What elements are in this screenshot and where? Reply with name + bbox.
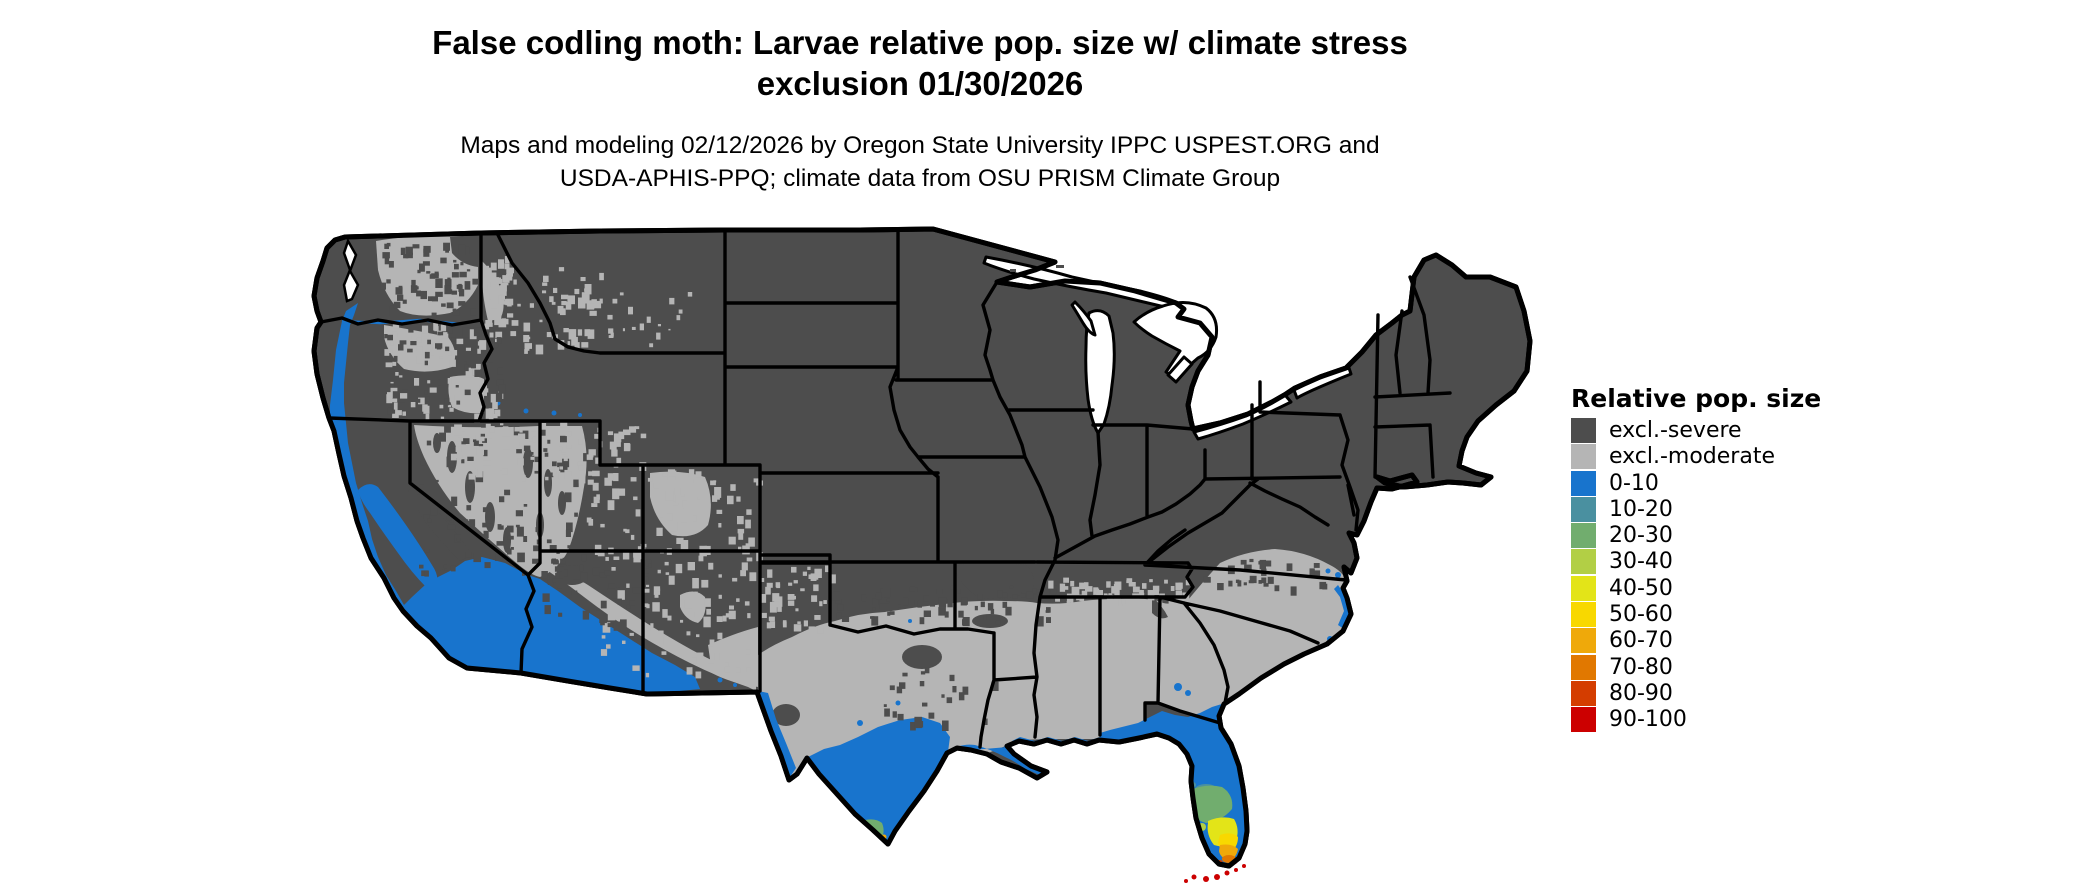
legend-item: 90-100 xyxy=(1571,707,1821,733)
map-subtitle-line1: Maps and modeling 02/12/2026 by Oregon S… xyxy=(460,132,1380,159)
us-risk-map xyxy=(300,225,1540,885)
legend-item: excl.-moderate xyxy=(1571,444,1821,470)
us-map-svg xyxy=(311,226,1533,883)
map-title-line2: exclusion 01/30/2026 xyxy=(756,65,1084,102)
legend-swatch xyxy=(1571,680,1596,706)
legend-label: 50-60 xyxy=(1609,602,1673,628)
puget-sound xyxy=(342,237,360,303)
state-borders xyxy=(319,227,1452,749)
map-subtitle-line2: USDA-APHIS-PPQ; climate data from OSU PR… xyxy=(559,165,1281,192)
legend-label: 60-70 xyxy=(1609,628,1673,654)
legend-swatch xyxy=(1571,628,1596,654)
nation-outline xyxy=(311,226,1533,869)
map-title: False codling moth: Larvae relative pop.… xyxy=(0,22,1840,104)
legend-item: 40-50 xyxy=(1571,575,1821,601)
map-legend: Relative pop. size excl.-severe excl.-mod… xyxy=(1571,386,1821,734)
legend-label: excl.-moderate xyxy=(1609,444,1775,470)
legend-item: 60-70 xyxy=(1571,628,1821,654)
saginaw-bay xyxy=(1166,355,1194,384)
legend-swatch xyxy=(1571,470,1596,496)
legend-title: Relative pop. size xyxy=(1571,384,1822,413)
isle-royale xyxy=(1056,265,1064,268)
legend-label: 20-30 xyxy=(1609,523,1673,549)
legend-swatch xyxy=(1571,602,1596,628)
legend-label: 80-90 xyxy=(1609,680,1673,706)
map-overlays xyxy=(330,236,1352,866)
legend-rows: excl.-severe excl.-moderate 0-10 10-20 20-30… xyxy=(1571,418,1821,733)
map-subtitle: Maps and modeling 02/12/2026 by Oregon S… xyxy=(0,129,1840,195)
map-speckle-texture xyxy=(380,242,1328,731)
green-bay xyxy=(1070,300,1097,337)
legend-label: 90-100 xyxy=(1609,707,1687,733)
legend-label: 30-40 xyxy=(1609,549,1673,575)
legend-swatch xyxy=(1571,444,1596,470)
legend-label: 70-80 xyxy=(1609,654,1673,680)
legend-swatch xyxy=(1571,523,1596,549)
legend-item: excl.-severe xyxy=(1571,418,1821,443)
legend-swatch xyxy=(1571,418,1596,443)
legend-label: 0-10 xyxy=(1609,470,1659,496)
legend-swatch xyxy=(1571,549,1596,575)
legend-item: 20-30 xyxy=(1571,523,1821,549)
map-title-line1: False codling moth: Larvae relative pop.… xyxy=(432,24,1408,61)
legend-label: 40-50 xyxy=(1609,575,1673,601)
legend-item: 50-60 xyxy=(1571,602,1821,628)
legend-item: 80-90 xyxy=(1571,680,1821,706)
map-region-florida-keys xyxy=(1184,860,1246,883)
legend-label: 10-20 xyxy=(1609,496,1673,522)
legend-swatch xyxy=(1571,707,1596,733)
legend-item: 0-10 xyxy=(1571,470,1821,496)
legend-item: 70-80 xyxy=(1571,654,1821,680)
apostle-islands xyxy=(1010,269,1016,272)
legend-item: 10-20 xyxy=(1571,496,1821,522)
legend-item: 30-40 xyxy=(1571,549,1821,575)
legend-swatch xyxy=(1571,496,1596,522)
legend-swatch xyxy=(1571,575,1596,601)
legend-swatch xyxy=(1571,654,1596,680)
legend-label: excl.-severe xyxy=(1609,418,1742,443)
